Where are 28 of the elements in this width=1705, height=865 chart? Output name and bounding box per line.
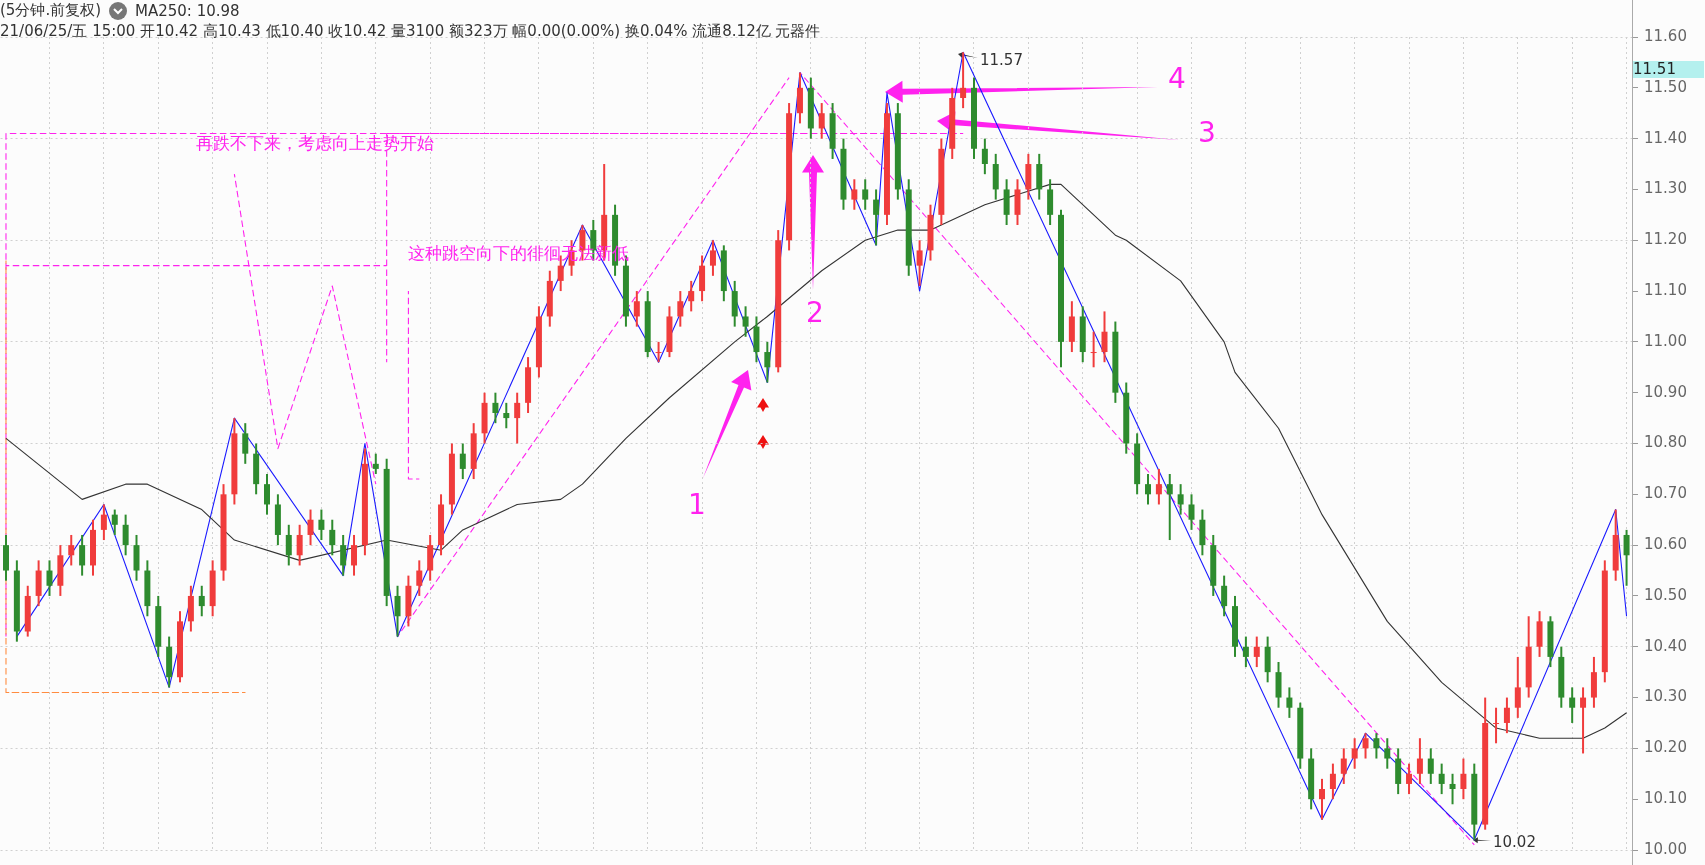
annotation: 10.02 [1493, 833, 1536, 851]
chart-title: (5分钟.前复权) [0, 1, 102, 20]
y-tick-label: 10.80 [1644, 433, 1687, 452]
text: 11.51 [1633, 60, 1704, 78]
text: MA250: 10.98 [135, 1, 240, 20]
y-tick-label: 10.10 [1644, 789, 1687, 808]
y-tick-label: 10.20 [1644, 738, 1687, 757]
y-tick-label: 10.50 [1644, 585, 1687, 604]
y-tick-label: 10.90 [1644, 382, 1687, 401]
y-tick-label: 11.40 [1644, 128, 1687, 147]
y-tick-label: 10.00 [1644, 839, 1687, 858]
y-tick-label: 10.70 [1644, 484, 1687, 503]
y-tick-label: 11.20 [1644, 230, 1687, 249]
annotation: 3 [1198, 116, 1216, 149]
y-tick-label: 11.50 [1644, 77, 1687, 96]
y-tick-label: 10.40 [1644, 636, 1687, 655]
chart-subtitle: 21/06/25/五 15:00 开10.42 高10.43 低10.40 收10.42 量3100 额323万 幅0.00(0.00%) 换0.04% 流通8.12亿 元器件 [0, 22, 821, 41]
y-tick-label: 10.60 [1644, 535, 1687, 554]
annotation: 2 [806, 296, 824, 329]
y-tick-label: 11.60 [1644, 26, 1687, 45]
annotation: 4 [1168, 62, 1186, 95]
y-tick-label: 10.30 [1644, 687, 1687, 706]
annotation: 11.57 [980, 51, 1023, 69]
y-tick-label: 11.10 [1644, 280, 1687, 299]
y-tick-label: 11.00 [1644, 331, 1687, 350]
annotation: 1 [688, 488, 706, 521]
annotation: 再跌不下来，考虑向上走势开始 [196, 132, 434, 155]
y-tick-label: 11.30 [1644, 179, 1687, 198]
